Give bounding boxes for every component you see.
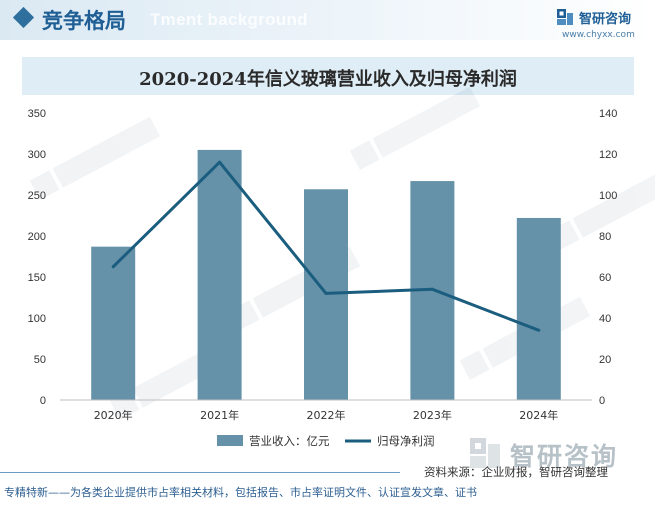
x-axis-labels: 2020年 2021年 2022年 2023年 2024年 <box>94 408 559 422</box>
right-axis-tick-label: 120 <box>599 149 617 161</box>
source-note: 资料来源：企业财报，智研咨询整理 <box>424 465 608 479</box>
legend-label-revenue: 营业收入：亿元 <box>249 434 330 448</box>
right-axis-tick-label: 40 <box>599 313 611 325</box>
right-axis-tick-label: 140 <box>599 108 617 120</box>
header-watermark-text: Tment background <box>150 10 308 29</box>
right-axis-tick-label: 100 <box>599 190 617 202</box>
line-point <box>111 265 115 269</box>
legend-bar-swatch <box>217 435 243 446</box>
left-axis-tick-label: 50 <box>34 354 46 366</box>
line-point <box>430 287 434 291</box>
bar <box>91 246 136 400</box>
line-point <box>537 328 541 332</box>
right-axis-tick-label: 20 <box>599 354 611 366</box>
right-axis-tick-label: 60 <box>599 272 611 284</box>
x-axis-tick-label: 2024年 <box>519 408 558 422</box>
footer-tagline: 专精特新——为各类企业提供市占率相关材料，包括报告、市占率证明文件、认证宣发文章… <box>4 486 477 499</box>
bar <box>516 217 561 400</box>
brand-logo-icon <box>557 9 573 25</box>
x-axis-tick-label: 2020年 <box>94 408 133 422</box>
legend-label-net-profit: 归母净利润 <box>377 434 435 448</box>
left-axis-tick-label: 300 <box>28 149 46 161</box>
left-axis-tick-label: 350 <box>28 108 46 120</box>
line-series <box>111 160 541 332</box>
footer-divider <box>0 472 400 473</box>
section-title: 竞争格局 <box>42 9 126 33</box>
watermark-logo-icon <box>29 116 161 200</box>
left-axis-tick-label: 200 <box>28 231 46 243</box>
right-axis-tick-label: 0 <box>599 395 605 407</box>
chart-title: 2020-2024年信义玻璃营业收入及归母净利润 <box>139 69 517 90</box>
footer-logo-icon <box>470 438 500 468</box>
line-point <box>218 160 222 164</box>
x-axis-tick-label: 2021年 <box>200 408 239 422</box>
left-axis: 0 50 100 150 200 250 300 350 <box>28 108 46 407</box>
left-axis-tick-label: 0 <box>40 395 46 407</box>
legend: 营业收入：亿元 归母净利润 <box>217 434 435 448</box>
left-axis-tick-label: 250 <box>28 190 46 202</box>
brand-url: www.chyxx.com <box>562 30 635 40</box>
brand: 智研咨询 <box>556 7 631 27</box>
header-band: 竞争格局 Tment background <box>0 0 655 40</box>
left-axis-tick-label: 100 <box>28 313 46 325</box>
x-axis-tick-label: 2022年 <box>307 408 346 422</box>
chart-title-bar: 2020-2024年信义玻璃营业收入及归母净利润 <box>22 57 634 95</box>
right-axis: 0 20 40 60 80 100 120 140 <box>599 108 617 407</box>
watermark-logo-icon <box>349 86 481 170</box>
line-point <box>324 291 328 295</box>
x-axis-tick-label: 2023年 <box>413 408 452 422</box>
footer-logo-text: 智研咨询 <box>510 442 619 471</box>
brand-name: 智研咨询 <box>579 11 632 27</box>
left-axis-tick-label: 150 <box>28 272 46 284</box>
bar <box>197 149 242 400</box>
right-axis-tick-label: 80 <box>599 231 611 243</box>
